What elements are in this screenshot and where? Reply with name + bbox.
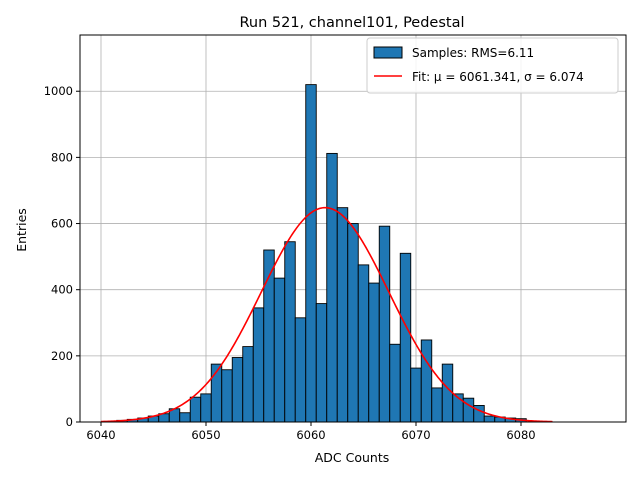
histogram-bar: [368, 282, 380, 423]
histogram-bar: [431, 387, 443, 423]
histogram-bar: [357, 264, 370, 423]
x-tick-label: 6080: [506, 428, 535, 442]
legend: Samples: RMS=6.11 Fit: μ = 6061.341, σ =…: [366, 37, 619, 94]
histogram-bars: [116, 84, 527, 423]
histogram-bar: [399, 252, 412, 423]
axes-frame: [79, 34, 627, 423]
y-axis-label: Entries: [14, 208, 29, 252]
histogram-bar: [294, 317, 307, 423]
x-axis-label: ADC Counts: [315, 450, 390, 465]
histogram-bar: [200, 393, 212, 423]
y-tick-label: 1000: [44, 84, 73, 98]
histogram-bar: [305, 84, 317, 423]
histogram-bar: [420, 339, 433, 423]
x-tick-label: 6040: [86, 428, 115, 442]
histogram-bar: [189, 396, 202, 423]
y-axis-ticks: 0 200 400 600 800 1000: [44, 84, 80, 429]
histogram-bar: [221, 369, 233, 423]
y-tick-label: 0: [66, 415, 73, 429]
histogram-bar: [315, 303, 328, 423]
histogram-bar: [483, 415, 496, 423]
histogram-bar: [441, 363, 454, 423]
histogram-bar: [378, 225, 391, 423]
legend-frame: [366, 37, 619, 94]
legend-label-samples: Samples: RMS=6.11: [412, 46, 534, 60]
x-tick-label: 6070: [401, 428, 430, 442]
histogram-bar: [326, 152, 338, 423]
histogram-bar: [179, 412, 191, 423]
legend-swatch-samples: [373, 46, 403, 59]
histogram-bar: [389, 343, 401, 423]
histogram-bar: [347, 223, 359, 423]
y-tick-label: 600: [51, 217, 73, 231]
histogram-bar: [273, 277, 286, 423]
fit-curve: [100, 206, 553, 423]
y-tick-label: 400: [51, 283, 73, 297]
chart-title: Run 521, channel101, Pedestal: [239, 15, 464, 31]
x-tick-label: 6050: [191, 428, 220, 442]
y-tick-label: 200: [51, 349, 73, 363]
histogram-bar: [252, 307, 265, 423]
histogram-bar: [231, 357, 244, 423]
x-axis-ticks: 6040 6050 6060 6070 6080: [86, 422, 536, 442]
y-tick-label: 800: [51, 150, 73, 164]
legend-label-fit: Fit: μ = 6061.341, σ = 6.074: [412, 70, 584, 84]
x-tick-label: 6060: [296, 428, 325, 442]
histogram-bar: [242, 346, 254, 423]
histogram-bar: [336, 207, 349, 423]
histogram-bar: [410, 367, 422, 423]
histogram-bar: [284, 241, 296, 423]
